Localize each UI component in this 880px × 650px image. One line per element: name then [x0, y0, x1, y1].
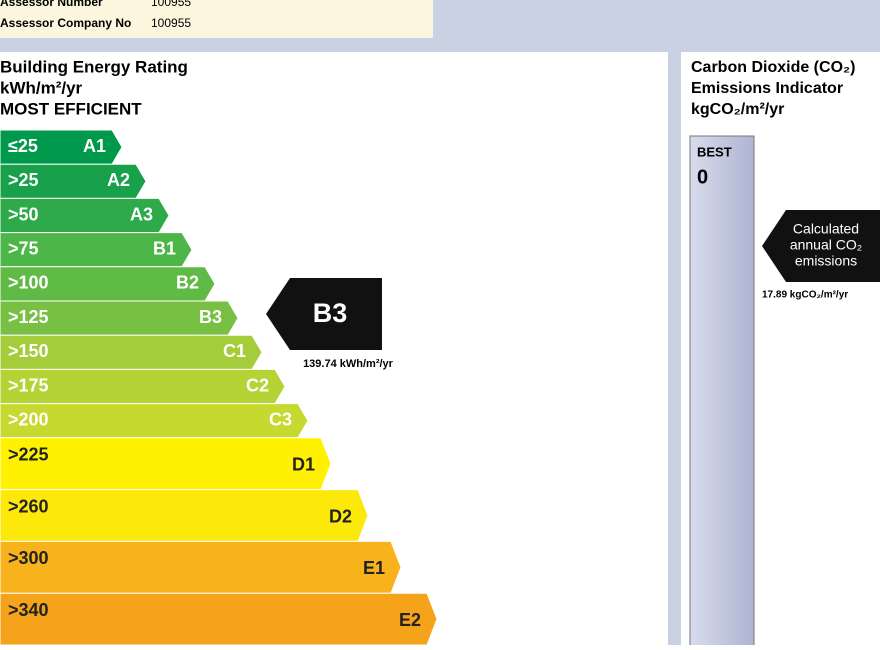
band [0, 437, 332, 491]
band [0, 163, 147, 199]
header-label: Assessor Company No [0, 16, 131, 30]
band-label: >125 [8, 307, 49, 327]
band-label: >225 [8, 445, 49, 465]
band [0, 334, 263, 370]
band-label: >50 [8, 204, 39, 224]
band-grade: C1 [223, 341, 246, 361]
band [0, 300, 239, 336]
band-grade: C2 [246, 375, 269, 395]
band-grade: B2 [176, 273, 199, 293]
band-grade: A1 [83, 136, 106, 156]
band [0, 540, 402, 594]
co2-callout [762, 210, 880, 282]
co2-scale-bar [689, 135, 755, 650]
scale-start: 0 [697, 166, 708, 188]
band-grade: B1 [153, 238, 176, 258]
scale-label: BEST [697, 144, 732, 159]
band [0, 266, 216, 302]
band-label: >300 [8, 548, 49, 568]
panel-title: Building Energy Rating [0, 57, 188, 76]
band [0, 592, 438, 646]
band-label: >175 [8, 375, 49, 395]
band-grade: C3 [269, 409, 292, 429]
callout-text: emissions [795, 253, 857, 269]
header-label: Assessor Number [0, 0, 103, 9]
band-grade: D1 [292, 454, 315, 474]
co2-title: Emissions Indicator [691, 80, 843, 97]
band-grade: A2 [107, 170, 130, 190]
co2-title: Carbon Dioxide (CO₂) [691, 59, 855, 76]
header-box [0, 0, 433, 38]
rating-value: 139.74 kWh/m²/yr [303, 358, 394, 370]
co2-title: kgCO₂/m²/yr [691, 101, 784, 118]
band-grade: E1 [363, 558, 385, 578]
callout-text: annual CO₂ [790, 237, 862, 253]
band [0, 197, 170, 234]
callout-text: Calculated [793, 221, 859, 237]
band-label: >75 [8, 238, 39, 258]
panel-unit: kWh/m²/yr [0, 78, 83, 97]
band-label: >200 [8, 409, 49, 429]
bands: ≤25 A1 >25 A2 >50 A3 >75 B1 >100 B2 >125 B3 >150 C1 >1… [0, 129, 438, 646]
band-grade: B3 [199, 307, 222, 327]
band-grade: A3 [130, 204, 153, 224]
band [0, 129, 123, 165]
band-label: ≤25 [8, 136, 38, 156]
band-label: >100 [8, 273, 49, 293]
band-label: >150 [8, 341, 49, 361]
header-value: 100955 [151, 0, 191, 9]
band-label: >25 [8, 170, 39, 190]
band [0, 489, 369, 542]
header-value: 100955 [151, 16, 191, 30]
band-grade: E2 [399, 610, 421, 630]
co2-value: 17.89 kgCO₂/m²/yr [762, 290, 848, 301]
band [0, 368, 286, 405]
band-label: >260 [8, 496, 49, 516]
band-grade: D2 [329, 506, 352, 526]
band [0, 232, 193, 268]
band-label: >340 [8, 600, 49, 620]
band [0, 403, 309, 439]
panel-subtitle: MOST EFFICIENT [0, 99, 142, 118]
rating-arrow [266, 278, 382, 350]
rating-grade: B3 [313, 298, 348, 328]
